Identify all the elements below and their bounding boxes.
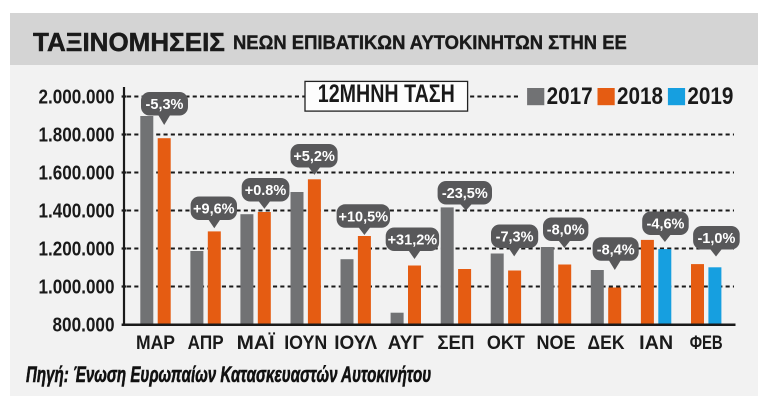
svg-text:-5,3%: -5,3%: [146, 97, 184, 113]
svg-text:-1,0%: -1,0%: [697, 231, 735, 247]
svg-text:12ΜΗΝΗ ΤΑΣΗ: 12ΜΗΝΗ ΤΑΣΗ: [318, 80, 455, 108]
svg-text:2017: 2017: [547, 83, 593, 110]
svg-text:ΣΕΠ: ΣΕΠ: [437, 332, 474, 354]
svg-text:ΟΚΤ: ΟΚΤ: [487, 332, 525, 354]
svg-text:2.000.000: 2.000.000: [39, 86, 115, 109]
svg-text:+10,5%: +10,5%: [339, 210, 389, 226]
svg-text:+9,6%: +9,6%: [193, 202, 235, 218]
svg-text:1.600.000: 1.600.000: [39, 162, 115, 185]
svg-text:ΔΕΚ: ΔΕΚ: [588, 332, 625, 354]
svg-text:1.400.000: 1.400.000: [39, 200, 115, 223]
svg-text:2019: 2019: [687, 83, 733, 110]
svg-text:-8,0%: -8,0%: [547, 223, 585, 239]
svg-text:ΙΟΥΛ: ΙΟΥΛ: [334, 332, 377, 354]
svg-text:ΙΑΝ: ΙΑΝ: [639, 332, 673, 354]
svg-text:+5,2%: +5,2%: [293, 149, 335, 165]
svg-text:2018: 2018: [617, 83, 663, 110]
svg-text:1.200.000: 1.200.000: [39, 238, 115, 261]
svg-text:1.000.000: 1.000.000: [39, 276, 115, 299]
svg-text:-7,3%: -7,3%: [496, 230, 534, 246]
svg-text:ΙΟΥΝ: ΙΟΥΝ: [284, 332, 327, 354]
svg-text:ΦΕΒ: ΦΕΒ: [690, 332, 723, 354]
svg-text:-23,5%: -23,5%: [442, 186, 488, 202]
svg-text:-4,6%: -4,6%: [647, 217, 685, 233]
svg-text:1.800.000: 1.800.000: [39, 124, 115, 147]
svg-text:+0.8%: +0.8%: [245, 183, 287, 199]
svg-text:-8,4%: -8,4%: [597, 243, 635, 259]
svg-text:ΜΑΪ: ΜΑΪ: [237, 331, 276, 354]
svg-text:ΜΑΡ: ΜΑΡ: [136, 332, 175, 354]
svg-text:800.000: 800.000: [53, 314, 115, 337]
svg-text:ΑΥΓ: ΑΥΓ: [388, 332, 424, 354]
svg-text:+31,2%: +31,2%: [388, 233, 438, 249]
svg-text:ΑΠΡ: ΑΠΡ: [188, 332, 224, 354]
svg-text:ΝΟΕ: ΝΟΕ: [537, 332, 576, 354]
